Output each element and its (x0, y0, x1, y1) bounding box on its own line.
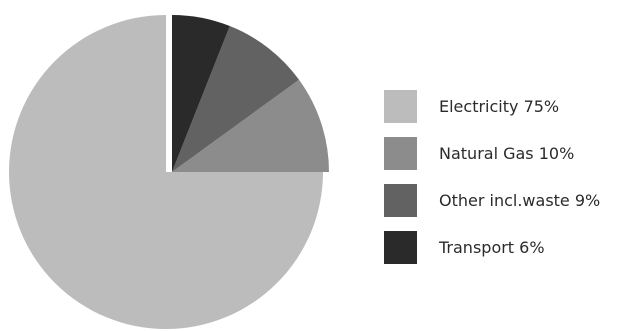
legend-label-electricity: Electricity 75% (439, 97, 560, 116)
legend-swatch-natural-gas (384, 137, 417, 170)
legend-item-electricity: Electricity 75% (384, 90, 620, 124)
legend-swatch-transport (384, 231, 417, 264)
pie-slice-other-incl-waste (172, 26, 300, 173)
legend-item-natural-gas: Natural Gas 10% (384, 137, 620, 171)
legend-label-natural-gas: Natural Gas 10% (439, 144, 575, 163)
pie-slice-natural-gas (172, 79, 329, 172)
legend-label-other-incl-waste: Other incl.waste 9% (439, 191, 601, 210)
legend-item-transport: Transport 6% (384, 231, 620, 265)
pie-slice-transport (172, 15, 230, 172)
legend-swatch-other-incl-waste (384, 184, 417, 217)
legend-label-transport: Transport 6% (439, 238, 545, 257)
pie-slice-electricity (9, 15, 323, 329)
legend-swatch-electricity (384, 90, 417, 123)
legend-item-other-incl-waste: Other incl.waste 9% (384, 184, 620, 218)
pie-chart (9, 15, 329, 329)
